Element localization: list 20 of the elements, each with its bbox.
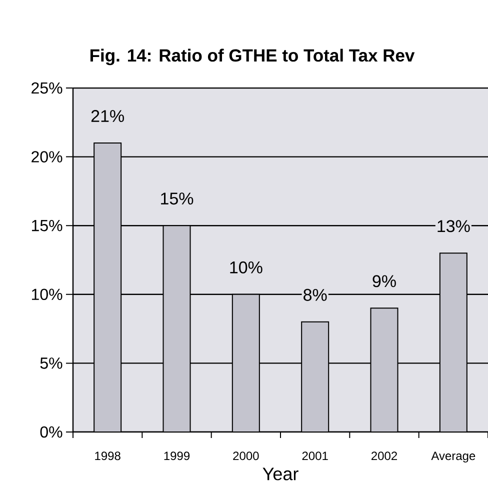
data-label: 15% — [161, 192, 194, 205]
data-label: 9% — [372, 275, 396, 288]
y-tick-label: 5% — [40, 358, 62, 369]
y-tick-label: 25% — [32, 82, 62, 94]
x-tick-label: 2000 — [233, 452, 259, 460]
data-label: 10% — [230, 261, 262, 274]
x-tick-label: 2001 — [302, 452, 328, 460]
y-tick-label: 20% — [32, 151, 62, 162]
data-label: 13% — [438, 220, 470, 232]
data-label: 8% — [304, 288, 327, 301]
x-tick-label: 2002 — [372, 452, 397, 460]
y-tick-label: 0% — [40, 426, 62, 438]
y-tick-label: 10% — [32, 288, 62, 300]
x-axis-title: Year — [262, 468, 298, 480]
y-tick-label: 15% — [32, 220, 62, 232]
data-label: 21% — [91, 110, 124, 122]
x-tick-label: 1998 — [95, 452, 120, 460]
chart-title: Fig. 14: Ratio of GTHE to Total Tax Rev — [90, 48, 415, 66]
x-tick-label: 1999 — [164, 452, 190, 460]
x-tick-label: Average — [431, 452, 476, 462]
